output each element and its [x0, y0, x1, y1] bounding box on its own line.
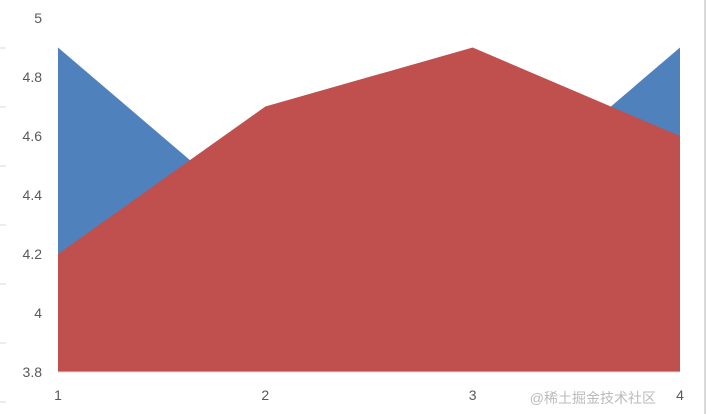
area-series-2 — [58, 47, 680, 372]
y-tick-label: 5 — [34, 10, 42, 26]
y-tick-label: 4.4 — [23, 187, 43, 203]
y-tick-label: 4.8 — [23, 69, 43, 85]
x-tick-label: 4 — [676, 387, 684, 403]
x-tick-label: 1 — [54, 387, 62, 403]
y-tick-label: 4.2 — [23, 246, 43, 262]
y-tick-label: 4.6 — [23, 128, 43, 144]
y-tick-label: 3.8 — [23, 364, 43, 380]
x-tick-label: 2 — [261, 387, 269, 403]
watermark: @稀土掘金技术社区 — [529, 390, 656, 406]
x-tick-label: 3 — [469, 387, 477, 403]
y-tick-label: 4 — [34, 305, 42, 321]
